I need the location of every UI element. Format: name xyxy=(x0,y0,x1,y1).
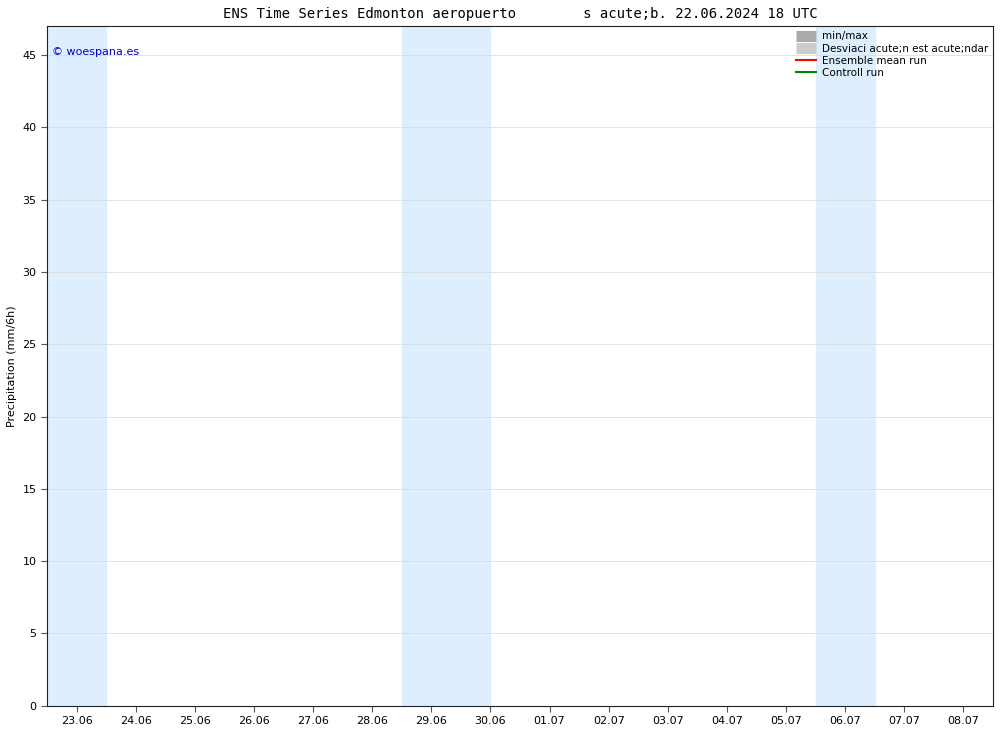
Bar xyxy=(816,26,875,706)
Bar xyxy=(47,26,106,706)
Text: © woespana.es: © woespana.es xyxy=(52,47,139,56)
Bar xyxy=(402,26,490,706)
Legend: min/max, Desviaci acute;n est acute;ndar, Ensemble mean run, Controll run: min/max, Desviaci acute;n est acute;ndar… xyxy=(792,29,991,81)
Y-axis label: Precipitation (mm/6h): Precipitation (mm/6h) xyxy=(7,305,17,427)
Title: ENS Time Series Edmonton aeropuerto        s acute;b. 22.06.2024 18 UTC: ENS Time Series Edmonton aeropuerto s ac… xyxy=(223,7,817,21)
